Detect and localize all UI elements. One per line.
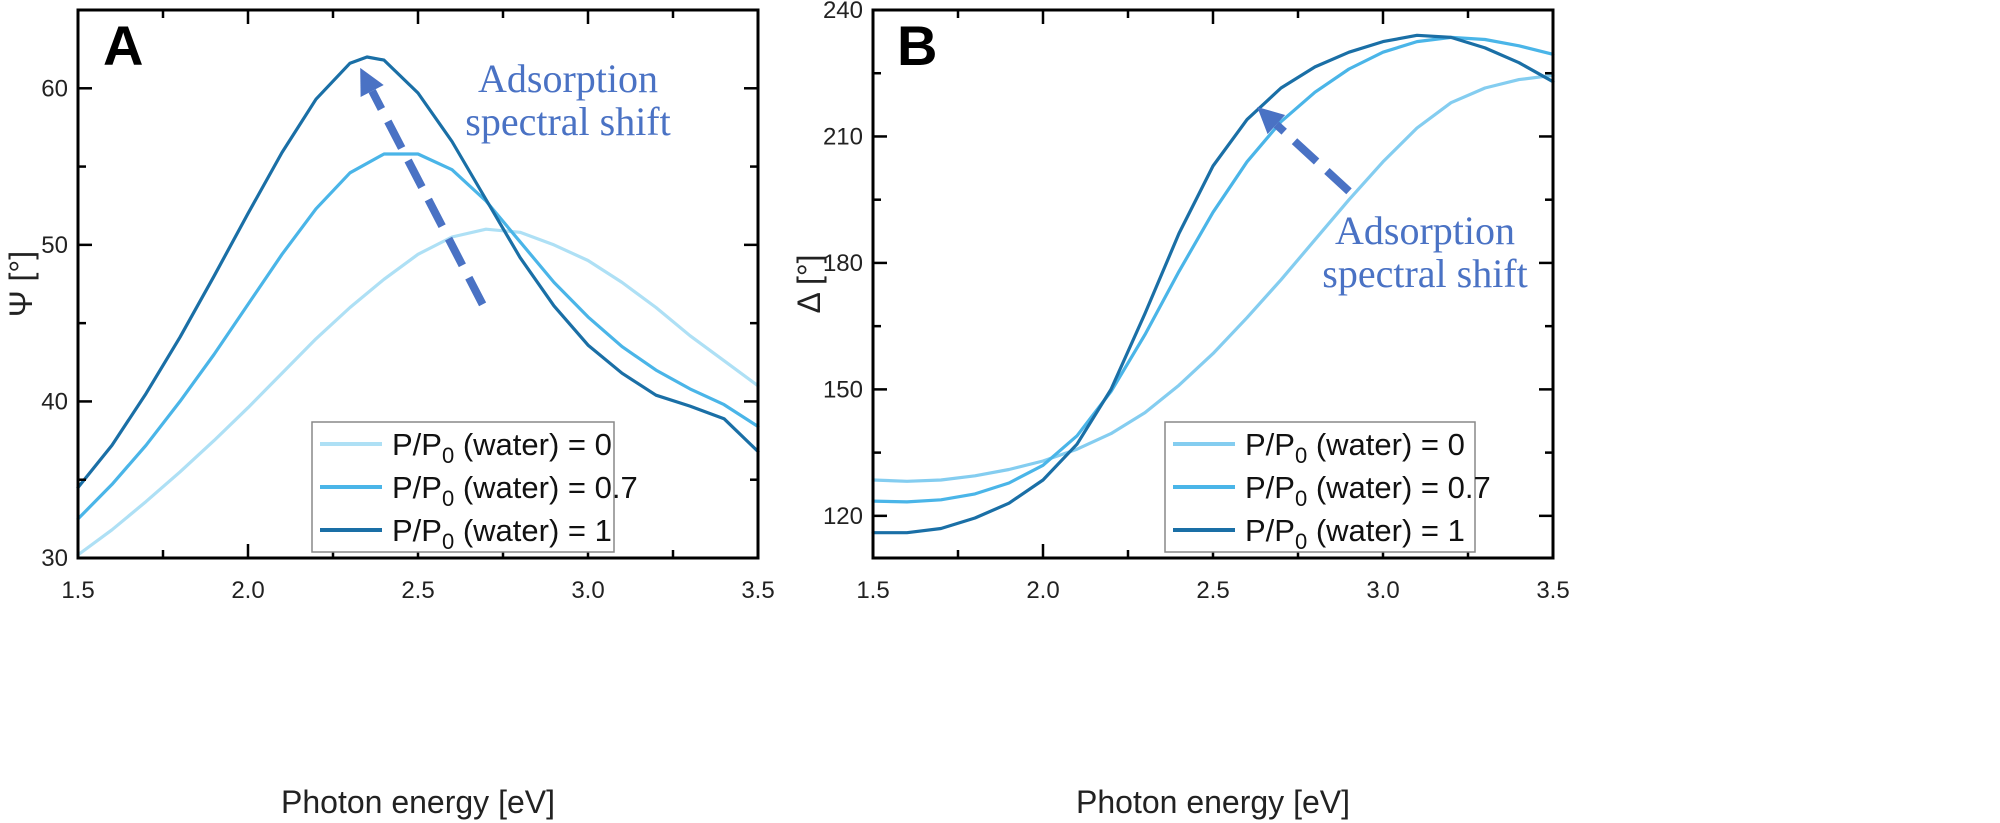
annotation-arrow-shaft xyxy=(368,89,487,307)
x-tick-label: 1.5 xyxy=(856,577,889,604)
series-line-0 xyxy=(871,73,1555,483)
legend: P/P0 (water) = 0P/P0 (water) = 0.7P/P0 (… xyxy=(1164,421,1491,554)
legend-label: P/P0 (water) = 0.7 xyxy=(1245,470,1491,511)
annotation-arrow-shaft xyxy=(1273,121,1352,195)
legend-label: P/P0 (water) = 0 xyxy=(392,427,612,468)
series-line-2 xyxy=(76,55,760,490)
legend-label: P/P0 (water) = 0.7 xyxy=(392,470,638,511)
x-tick-label: 2.5 xyxy=(1196,577,1229,604)
legend-label-rest: (water) = 1 xyxy=(454,513,612,548)
y-tick-label: 120 xyxy=(823,503,863,530)
x-tick-label: 3.0 xyxy=(1366,577,1399,604)
panel-letter: B xyxy=(897,14,937,77)
legend-label-rest: (water) = 1 xyxy=(1307,513,1465,548)
annotation-text: spectral shift xyxy=(1322,251,1528,296)
x-tick-label: 2.0 xyxy=(231,577,264,604)
x-tick-label: 3.5 xyxy=(741,577,774,604)
x-tick-label: 3.5 xyxy=(1536,577,1569,604)
annotation-arrow-head xyxy=(1257,106,1286,135)
legend-label-main: P/P xyxy=(392,470,442,505)
x-tick-label: 3.0 xyxy=(571,577,604,604)
x-axis-title: Photon energy [eV] xyxy=(281,784,555,820)
legend-label: P/P0 (water) = 1 xyxy=(1245,513,1465,554)
legend: P/P0 (water) = 0P/P0 (water) = 0.7P/P0 (… xyxy=(311,421,638,554)
y-tick-label: 210 xyxy=(823,123,863,150)
x-tick-label: 1.5 xyxy=(61,577,94,604)
legend-label: P/P0 (water) = 0 xyxy=(1245,427,1465,468)
panel-letter: A xyxy=(103,14,143,77)
x-tick-label: 2.0 xyxy=(1026,577,1059,604)
y-tick-label: 240 xyxy=(823,0,863,24)
legend-label-subscript: 0 xyxy=(442,529,454,554)
series-line-0 xyxy=(76,227,760,557)
x-axis-title: Photon energy [eV] xyxy=(1076,784,1350,820)
legend-label-main: P/P xyxy=(1245,427,1295,462)
annotation-text: spectral shift xyxy=(465,99,671,144)
series-line-1 xyxy=(76,152,760,521)
legend-label-subscript: 0 xyxy=(442,486,454,511)
legend-label-subscript: 0 xyxy=(1295,529,1307,554)
legend-label-rest: (water) = 0.7 xyxy=(1307,470,1491,505)
legend-label-subscript: 0 xyxy=(1295,486,1307,511)
legend-label-rest: (water) = 0 xyxy=(1307,427,1465,462)
annotation-text: Adsorption xyxy=(1335,208,1515,253)
legend-label-main: P/P xyxy=(1245,470,1295,505)
series-group xyxy=(871,33,1555,535)
series-line-2 xyxy=(871,33,1555,535)
y-tick-label: 40 xyxy=(41,388,68,415)
y-axis-title: Ψ [°] xyxy=(3,251,39,317)
series-group xyxy=(76,55,760,557)
panel-b: 1.5 2.0 2.5 3.0 3.5 120 150 180 210 240 Photon ene… xyxy=(791,0,1570,820)
series-line-1 xyxy=(871,35,1555,504)
y-tick-label: 30 xyxy=(41,545,68,572)
y-tick-label: 150 xyxy=(823,376,863,403)
y-tick-label: 60 xyxy=(41,75,68,102)
legend-label-subscript: 0 xyxy=(1295,443,1307,468)
legend-label: P/P0 (water) = 1 xyxy=(392,513,612,554)
legend-label-main: P/P xyxy=(1245,513,1295,548)
legend-label-rest: (water) = 0.7 xyxy=(454,470,638,505)
annotation-arrow-head xyxy=(360,67,384,97)
panel-a: 1.5 2.0 2.5 3.0 3.5 30 40 50 60 Photon energy [eV… xyxy=(3,8,775,820)
y-tick-label: 50 xyxy=(41,232,68,259)
x-tick-label: 2.5 xyxy=(401,577,434,604)
legend-label-main: P/P xyxy=(392,427,442,462)
annotation-text: Adsorption xyxy=(478,56,658,101)
y-tick-label: 180 xyxy=(823,250,863,277)
legend-label-main: P/P xyxy=(392,513,442,548)
y-axis-title: Δ [°] xyxy=(791,254,827,313)
legend-label-subscript: 0 xyxy=(442,443,454,468)
legend-label-rest: (water) = 0 xyxy=(454,427,612,462)
